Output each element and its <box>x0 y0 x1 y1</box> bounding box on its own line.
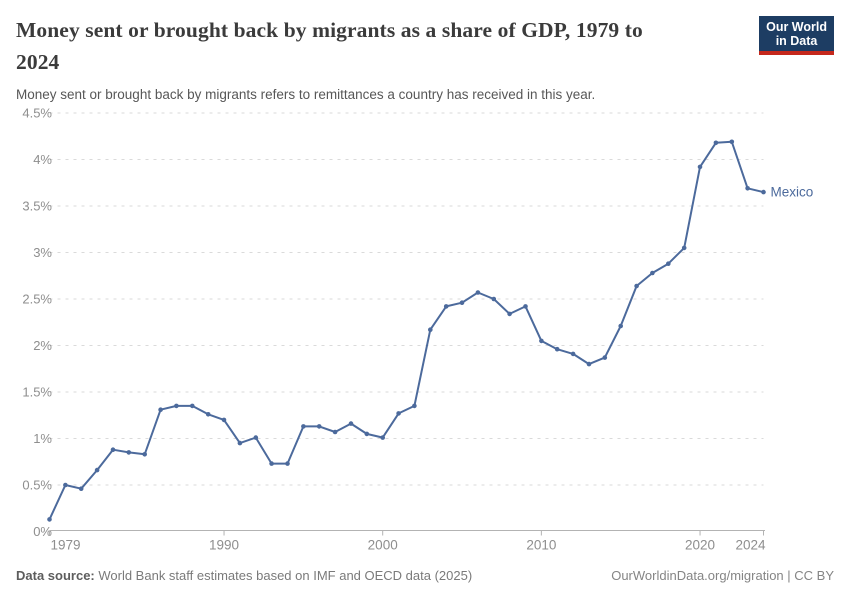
data-point <box>602 355 608 360</box>
data-point <box>316 424 322 429</box>
owid-credit-link[interactable]: OurWorldinData.org/migration | CC BY <box>611 568 834 583</box>
data-source-note: Data source: World Bank staff estimates … <box>16 568 472 583</box>
data-point <box>745 186 750 191</box>
data-point <box>713 140 719 146</box>
data-point <box>269 461 274 466</box>
data-point <box>364 431 370 437</box>
data-point <box>174 403 179 409</box>
data-point <box>348 421 354 426</box>
y-tick-label: 2.5% <box>22 292 52 307</box>
x-tick-label: 2020 <box>685 538 715 553</box>
data-point <box>110 447 116 453</box>
data-point <box>554 346 560 352</box>
y-tick-label: 3.5% <box>22 199 52 214</box>
y-tick-label: 4.5% <box>22 106 52 121</box>
y-tick-label: 0.5% <box>22 478 52 493</box>
data-point <box>63 482 68 488</box>
data-point <box>301 424 306 429</box>
data-point <box>618 323 623 329</box>
owid-logo-line1: Our World <box>766 20 827 34</box>
data-source-label: Data source: <box>16 568 95 583</box>
y-tick-label: 4% <box>33 152 52 167</box>
data-point <box>158 407 163 413</box>
data-point <box>142 452 147 457</box>
chart-header: Money sent or brought back by migrants a… <box>16 14 834 103</box>
y-tick-label: 1% <box>33 431 52 446</box>
x-tick-label: 2000 <box>368 538 398 553</box>
y-tick-label: 3% <box>33 245 52 260</box>
series-label-mexico[interactable]: Mexico <box>771 185 814 200</box>
data-point <box>523 304 528 309</box>
data-point <box>332 429 338 435</box>
x-tick-label: 2024 <box>735 538 766 553</box>
data-point <box>237 440 243 446</box>
data-source-text: World Bank staff estimates based on IMF … <box>94 568 473 583</box>
data-point <box>380 435 386 440</box>
y-tick-label: 0% <box>33 524 52 539</box>
data-point <box>459 300 465 306</box>
data-point <box>443 304 449 309</box>
data-point <box>126 450 132 455</box>
data-point <box>586 361 592 367</box>
x-tick-label: 1990 <box>209 538 239 553</box>
chart-title-line1: Money sent or brought back by migrants a… <box>16 18 643 42</box>
y-tick-label: 1.5% <box>22 385 52 400</box>
series-line-mexico <box>48 140 765 521</box>
data-point <box>539 338 544 344</box>
x-tick-label: 2010 <box>526 538 556 553</box>
x-tick-label: 1979 <box>51 538 81 553</box>
data-point <box>221 417 227 423</box>
chart-title-line2: 2024 <box>16 50 60 74</box>
data-point <box>507 311 512 317</box>
data-point <box>666 261 671 267</box>
data-point <box>491 296 497 302</box>
data-point <box>396 411 401 416</box>
owid-logo-line2: in Data <box>775 34 818 48</box>
data-point <box>697 164 703 170</box>
data-point <box>761 189 766 195</box>
data-point <box>650 270 655 276</box>
data-point <box>729 139 735 145</box>
data-point <box>94 467 100 473</box>
data-point <box>190 403 195 409</box>
data-point <box>205 412 211 417</box>
chart-subtitle: Money sent or brought back by migrants r… <box>16 87 596 102</box>
chart-title: Money sent or brought back by migrants a… <box>16 14 834 78</box>
data-point <box>47 517 52 522</box>
data-point <box>285 461 290 466</box>
data-point <box>78 486 84 492</box>
data-point <box>412 403 417 409</box>
data-point <box>428 327 433 333</box>
data-point <box>475 290 481 295</box>
owid-logo[interactable]: Our World in Data <box>759 16 834 55</box>
data-point <box>681 245 687 251</box>
y-tick-label: 2% <box>33 338 52 353</box>
data-point <box>634 283 639 289</box>
data-point <box>253 435 259 440</box>
chart-footer: Data source: World Bank staff estimates … <box>16 568 834 583</box>
data-point <box>570 351 576 357</box>
